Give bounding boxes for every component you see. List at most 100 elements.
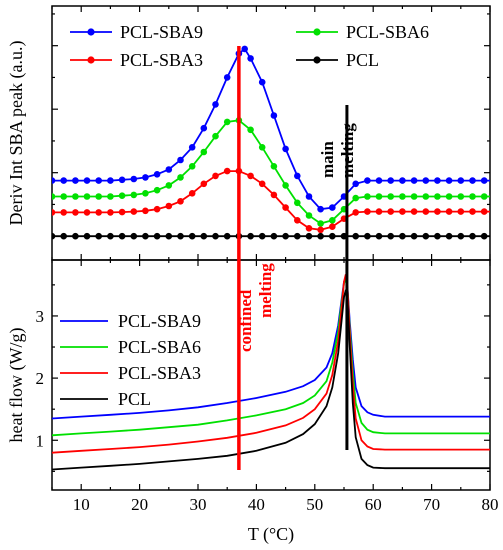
legend-label: PCL-SBA9	[118, 311, 201, 331]
data-point	[201, 125, 208, 132]
legend-bottom: PCL-SBA9PCL-SBA6PCL-SBA3PCL	[60, 311, 201, 409]
data-point	[306, 212, 313, 219]
data-point	[364, 177, 371, 184]
x-tick-label: 20	[131, 495, 148, 514]
data-point	[411, 233, 418, 240]
data-point	[154, 233, 161, 240]
data-point	[201, 149, 208, 156]
data-point	[329, 204, 336, 211]
legend-marker	[87, 56, 94, 63]
data-point	[387, 233, 394, 240]
data-point	[177, 157, 184, 164]
data-point	[60, 177, 67, 184]
data-point	[306, 225, 313, 232]
data-point	[329, 217, 336, 224]
y-axis-label-bottom: heat flow (W/g)	[6, 328, 27, 443]
x-tick-label: 10	[73, 495, 90, 514]
data-point	[131, 208, 138, 215]
data-point	[142, 174, 149, 181]
data-point	[247, 233, 254, 240]
data-point	[282, 146, 289, 153]
data-point	[224, 74, 231, 81]
data-point	[317, 220, 324, 227]
data-point	[317, 206, 324, 213]
data-point	[352, 195, 359, 202]
data-point	[411, 177, 418, 184]
data-point	[142, 233, 149, 240]
data-point	[60, 233, 67, 240]
data-point	[119, 192, 126, 199]
data-point	[119, 233, 126, 240]
data-point	[212, 173, 219, 180]
data-point	[469, 177, 476, 184]
y-axis-label-top: Deriv Int SBA peak (a.u.)	[6, 41, 27, 226]
data-point	[189, 163, 196, 170]
data-point	[329, 233, 336, 240]
data-point	[493, 208, 500, 215]
data-point	[107, 209, 114, 216]
data-point	[107, 233, 114, 240]
data-point	[84, 209, 91, 216]
data-point	[107, 193, 114, 200]
data-point	[294, 233, 301, 240]
data-point	[434, 208, 441, 215]
plot-frame	[52, 6, 490, 260]
series-line-pcl-sba6	[52, 120, 496, 223]
legend-label: PCL-SBA9	[120, 22, 203, 42]
data-point	[364, 193, 371, 200]
data-point	[458, 233, 465, 240]
data-point	[493, 233, 500, 240]
x-tick-label: 50	[306, 495, 323, 514]
data-point	[95, 233, 102, 240]
data-point	[493, 193, 500, 200]
data-point	[95, 177, 102, 184]
data-point	[469, 233, 476, 240]
data-point	[177, 174, 184, 181]
legend-marker	[313, 56, 320, 63]
data-point	[399, 208, 406, 215]
top-panel: Deriv Int SBA peak (a.u.) PCL-SBA9 PCL-SBA…	[6, 6, 499, 260]
data-point	[60, 193, 67, 200]
data-point	[317, 233, 324, 240]
data-point	[119, 209, 126, 216]
data-point	[60, 209, 67, 216]
data-point	[364, 233, 371, 240]
data-point	[212, 133, 219, 140]
data-point	[434, 193, 441, 200]
data-point	[469, 208, 476, 215]
data-point	[271, 192, 278, 199]
data-point	[189, 144, 196, 151]
data-point	[84, 233, 91, 240]
data-point	[154, 171, 161, 178]
annotation-confined-melting: melting	[256, 263, 275, 318]
legend-top: PCL-SBA9 PCL-SBA6 PCL-SBA3 PCL	[70, 22, 429, 70]
data-point	[201, 233, 208, 240]
legend-marker	[87, 28, 94, 35]
data-point	[95, 193, 102, 200]
legend-label: PCL-SBA6	[118, 337, 201, 357]
data-point	[481, 208, 488, 215]
data-point	[423, 177, 430, 184]
legend-label: PCL-SBA3	[118, 363, 201, 383]
series-line-pcl-sba9	[52, 49, 496, 209]
data-point	[282, 204, 289, 211]
data-point	[224, 119, 231, 126]
data-point	[189, 233, 196, 240]
data-point	[458, 208, 465, 215]
data-point	[259, 181, 266, 188]
data-point	[423, 208, 430, 215]
data-point	[434, 177, 441, 184]
data-point	[72, 177, 79, 184]
annotation-main-melting: main	[318, 141, 337, 178]
data-point	[131, 176, 138, 183]
data-point	[294, 173, 301, 180]
data-point	[166, 182, 173, 189]
data-point	[446, 208, 453, 215]
x-tick-label: 40	[248, 495, 265, 514]
data-point	[387, 193, 394, 200]
data-point	[306, 193, 313, 200]
data-point	[224, 168, 231, 175]
data-point	[201, 181, 208, 188]
data-point	[259, 79, 266, 86]
x-tick-label: 30	[190, 495, 207, 514]
